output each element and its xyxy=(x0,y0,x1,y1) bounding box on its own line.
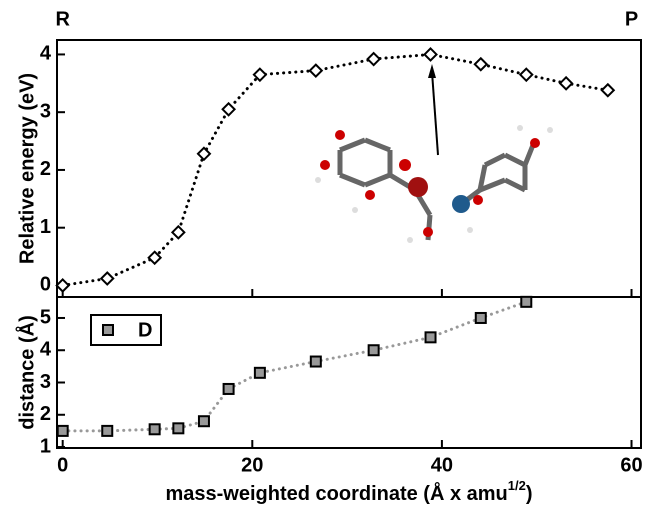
marker xyxy=(368,53,380,65)
x-tick-label: 20 xyxy=(241,454,263,476)
x-axis-label-sup: 1/2 xyxy=(508,478,526,493)
x-tick-label: 0 xyxy=(57,454,68,476)
marker xyxy=(58,426,68,436)
x-axis-label-part: ) xyxy=(526,483,533,505)
x-tick-label: 40 xyxy=(431,454,453,476)
plot-frame xyxy=(57,40,641,297)
marker xyxy=(198,148,210,160)
marker xyxy=(602,84,614,96)
marker xyxy=(172,226,184,238)
x-axis-label-part: mass-weighted coordinate (Å x amu xyxy=(165,481,507,505)
marker xyxy=(173,423,183,433)
marker xyxy=(224,384,234,394)
marker xyxy=(223,103,235,115)
marker xyxy=(369,345,379,355)
y-tick-label: 5 xyxy=(40,306,51,328)
marker xyxy=(255,368,265,378)
marker xyxy=(199,416,209,426)
y-axis-label: Relative energy (eV) xyxy=(16,73,38,264)
marker xyxy=(425,48,437,60)
y-tick-label: 4 xyxy=(40,43,52,65)
legend-marker xyxy=(103,325,113,335)
molecule xyxy=(315,64,553,243)
y-tick-label: 2 xyxy=(40,158,51,180)
chart: 01234Relative energy (eV)RP123450204060d… xyxy=(0,0,647,507)
marker xyxy=(521,297,531,307)
annotation: R xyxy=(55,8,70,30)
y-tick-label: 2 xyxy=(40,403,51,425)
marker xyxy=(476,313,486,323)
marker xyxy=(520,69,532,81)
y-tick-label: 3 xyxy=(40,100,51,122)
marker xyxy=(311,357,321,367)
marker xyxy=(560,77,572,89)
marker xyxy=(101,273,113,285)
y-axis-label: distance (Å) xyxy=(14,315,38,429)
y-tick-label: 1 xyxy=(40,435,51,457)
marker xyxy=(310,65,322,77)
marker xyxy=(475,58,487,70)
annotation: P xyxy=(625,8,638,30)
y-tick-label: 4 xyxy=(40,339,52,361)
marker xyxy=(150,424,160,434)
x-axis-label: mass-weighted coordinate (Å x amu1/2) xyxy=(165,478,532,505)
y-tick-label: 0 xyxy=(40,274,51,296)
marker xyxy=(102,426,112,436)
marker xyxy=(57,279,69,291)
y-tick-label: 3 xyxy=(40,371,51,393)
legend-label: D xyxy=(138,319,152,341)
y-tick-label: 1 xyxy=(40,216,51,238)
marker xyxy=(426,332,436,342)
x-tick-label: 60 xyxy=(620,454,642,476)
